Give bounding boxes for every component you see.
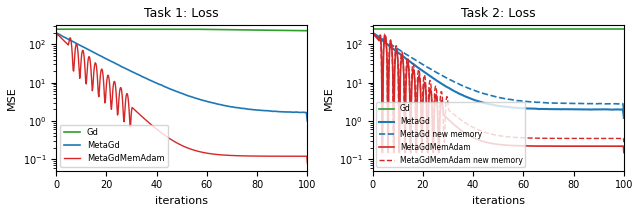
Line: MetaGdMemAdam: MetaGdMemAdam <box>56 33 307 163</box>
Line: MetaGdMemAdam new memory: MetaGdMemAdam new memory <box>372 33 624 142</box>
MetaGd <box>202 100 210 102</box>
MetaGd <box>189 96 196 98</box>
Title: Task 2: Loss: Task 2: Loss <box>461 7 536 20</box>
MetaGdMemAdam <box>615 145 623 147</box>
MetaGdMemAdam new memory <box>620 141 628 143</box>
MetaGdMemAdam new memory <box>506 136 513 138</box>
MetaGdMemAdam <box>369 39 376 41</box>
MetaGdMemAdam <box>506 144 513 147</box>
MetaGd new memory <box>620 111 628 114</box>
MetaGd new memory <box>488 95 496 97</box>
MetaGdMemAdam <box>172 141 180 144</box>
Legend: Gd, MetaGd, MetaGdMemAdam: Gd, MetaGd, MetaGdMemAdam <box>60 125 168 167</box>
MetaGd <box>488 104 496 106</box>
Gd <box>52 28 60 30</box>
Y-axis label: MSE: MSE <box>7 86 17 110</box>
MetaGdMemAdam new memory <box>519 137 527 139</box>
MetaGdMemAdam <box>303 162 311 164</box>
MetaGdMemAdam new memory <box>378 141 386 143</box>
MetaGd <box>53 32 61 35</box>
Gd <box>258 29 266 31</box>
Gd <box>488 28 496 30</box>
MetaGdMemAdam new memory <box>489 133 497 136</box>
MetaGdMemAdam <box>489 142 497 145</box>
MetaGd new memory <box>505 98 513 101</box>
MetaGdMemAdam <box>189 148 196 151</box>
Line: MetaGdMemAdam: MetaGdMemAdam <box>372 33 624 153</box>
MetaGd <box>369 40 376 43</box>
X-axis label: iterations: iterations <box>156 196 208 206</box>
MetaGd new memory <box>575 102 583 105</box>
Gd <box>173 28 180 30</box>
MetaGd <box>52 40 60 43</box>
MetaGdMemAdam <box>298 155 306 158</box>
MetaGdMemAdam <box>259 155 266 157</box>
MetaGd <box>172 90 180 93</box>
MetaGdMemAdam <box>519 145 527 147</box>
Title: Task 1: Loss: Task 1: Loss <box>145 7 219 20</box>
MetaGdMemAdam new memory <box>491 134 499 136</box>
MetaGd <box>620 117 628 119</box>
Gd <box>518 28 526 30</box>
Gd <box>202 28 209 31</box>
MetaGdMemAdam <box>52 39 60 41</box>
MetaGdMemAdam new memory <box>576 137 584 140</box>
MetaGd <box>614 108 622 111</box>
MetaGdMemAdam <box>491 143 499 145</box>
MetaGdMemAdam <box>173 142 181 144</box>
MetaGd new memory <box>519 100 527 102</box>
MetaGd <box>173 91 181 93</box>
Gd <box>490 28 497 30</box>
MetaGdMemAdam new memory <box>615 137 623 140</box>
MetaGd new memory <box>370 32 378 35</box>
MetaGd <box>490 104 498 106</box>
MetaGd <box>298 111 306 114</box>
MetaGdMemAdam new memory <box>369 32 377 35</box>
MetaGd new memory <box>614 103 622 105</box>
MetaGd <box>575 108 583 111</box>
Gd <box>575 28 582 30</box>
Gd <box>614 28 621 30</box>
MetaGdMemAdam <box>378 151 386 154</box>
Gd <box>505 28 513 30</box>
Legend: Gd, MetaGd, MetaGd new memory, MetaGdMemAdam, MetaGdMemAdam new memory: Gd, MetaGd, MetaGd new memory, MetaGdMem… <box>376 102 525 167</box>
Gd <box>298 29 305 32</box>
Gd <box>620 28 628 30</box>
MetaGd <box>259 109 266 112</box>
MetaGdMemAdam <box>620 151 628 154</box>
Line: MetaGd: MetaGd <box>372 33 624 118</box>
MetaGd <box>519 107 527 109</box>
MetaGdMemAdam new memory <box>369 39 376 41</box>
MetaGd new memory <box>490 95 498 98</box>
MetaGdMemAdam <box>52 32 60 35</box>
Line: MetaGd new memory: MetaGd new memory <box>372 33 624 112</box>
X-axis label: iterations: iterations <box>472 196 525 206</box>
MetaGd <box>303 120 311 122</box>
MetaGdMemAdam <box>369 32 377 35</box>
Gd <box>172 28 179 30</box>
Gd <box>369 28 376 30</box>
MetaGd <box>505 106 513 108</box>
Line: Gd: Gd <box>56 29 307 31</box>
Y-axis label: MSE: MSE <box>323 86 333 110</box>
MetaGd <box>370 32 378 35</box>
MetaGd new memory <box>369 40 376 43</box>
MetaGdMemAdam <box>202 152 210 154</box>
MetaGdMemAdam <box>576 145 584 147</box>
Gd <box>188 28 196 30</box>
Gd <box>303 29 311 32</box>
Line: MetaGd: MetaGd <box>56 33 307 121</box>
